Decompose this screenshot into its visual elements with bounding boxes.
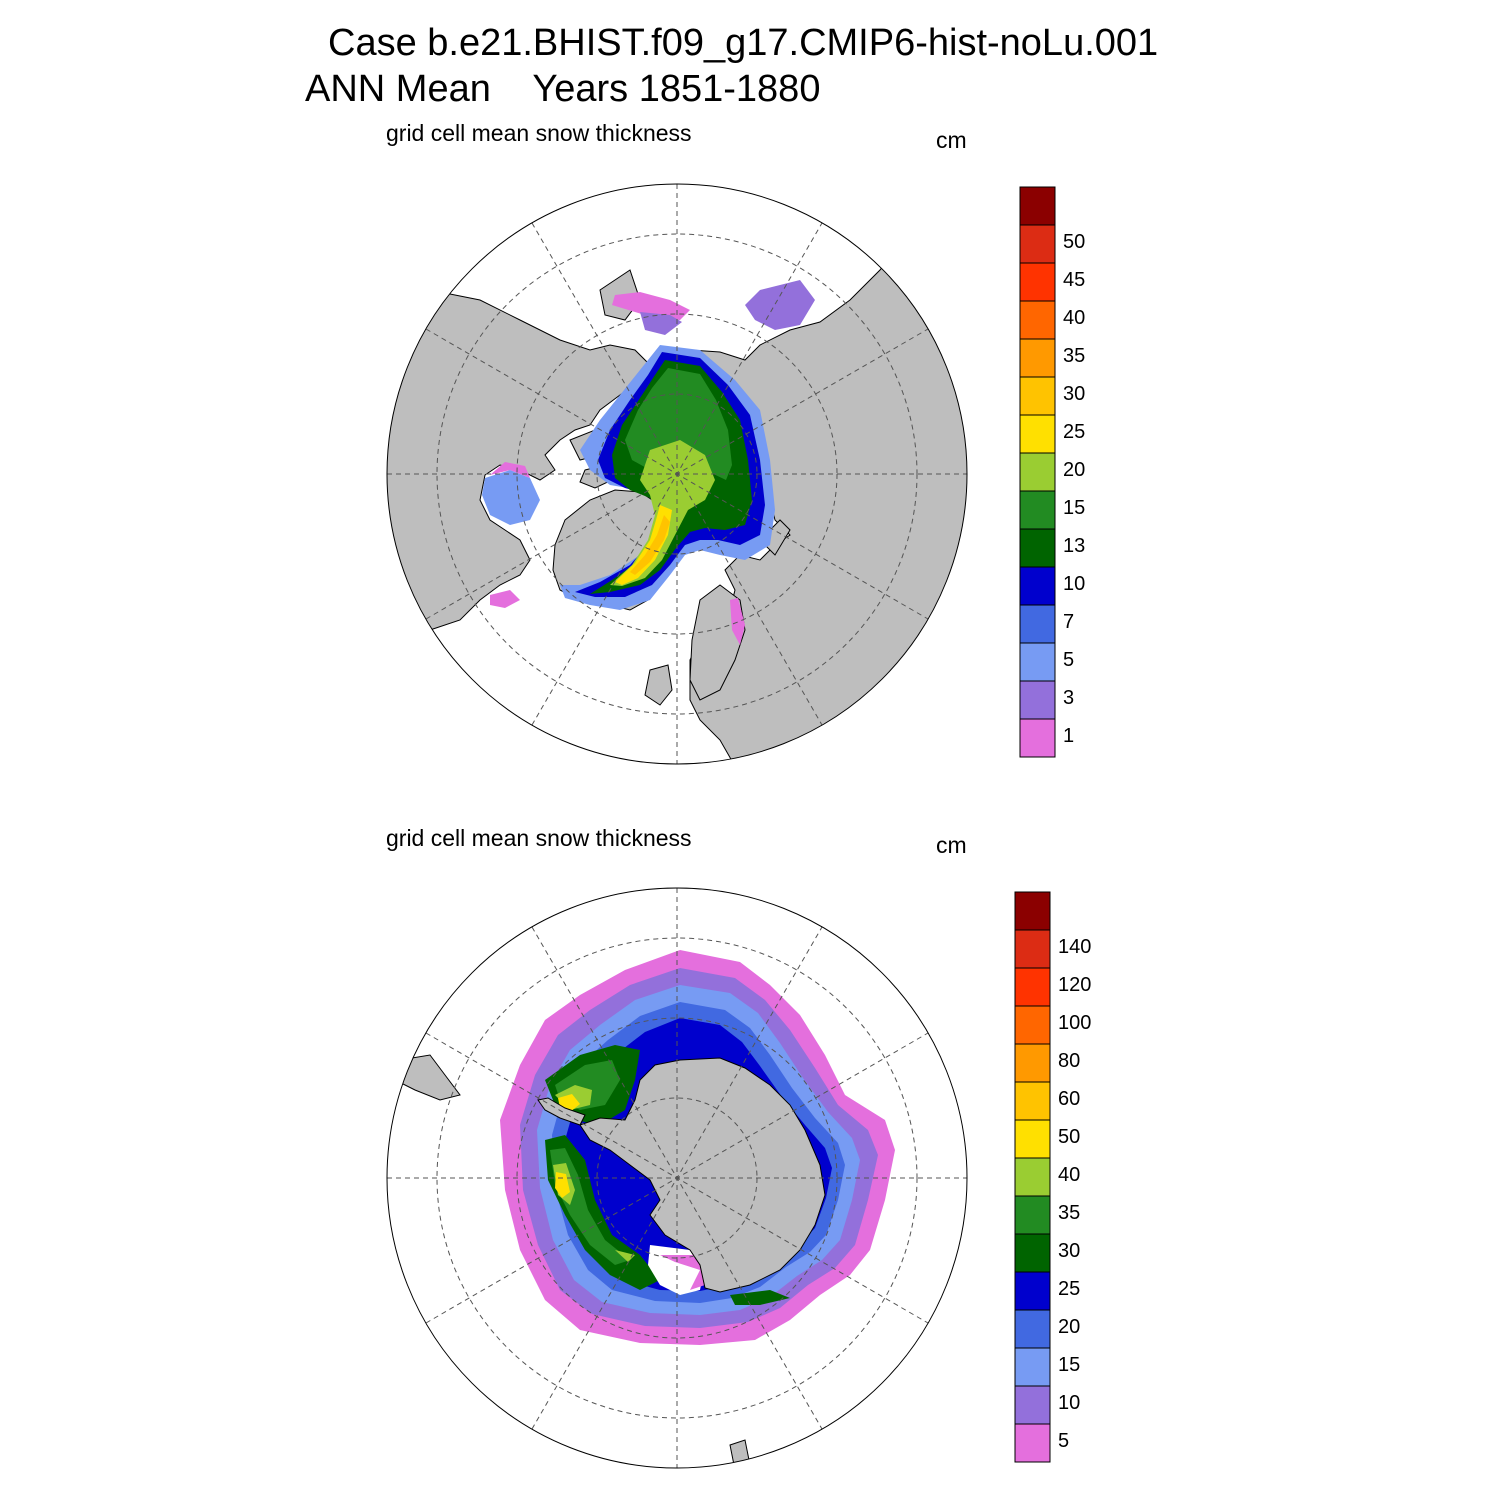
colorbar-box: [1019, 414, 1056, 454]
arctic-colorbar: [1019, 186, 1056, 758]
colorbar-box: [1014, 1309, 1051, 1349]
colorbar-box: [1019, 718, 1056, 758]
colorbar-tick-label: 13: [1063, 535, 1086, 557]
colorbar-box: [1014, 1347, 1051, 1387]
colorbar-tick-label: 100: [1058, 1012, 1092, 1034]
arctic-bering: [640, 312, 682, 335]
colorbar-tick-label: 120: [1058, 974, 1092, 996]
arctic-map-border: [386, 183, 968, 765]
colorbar-tick-label: 3: [1063, 687, 1075, 709]
antarctic-map: [386, 887, 968, 1469]
colorbar-box: [1019, 642, 1056, 682]
antarctic-east-30: [730, 1290, 790, 1305]
arctic-panel-label: grid cell mean snow thickness: [386, 120, 692, 146]
colorbar-tick-label: 40: [1063, 307, 1086, 329]
colorbar-box: [1014, 1081, 1051, 1121]
colorbar-box: [1014, 1423, 1051, 1463]
figure-title-case: Case b.e21.BHIST.f09_g17.CMIP6-hist-noLu…: [328, 22, 1159, 64]
colorbar-tick-label: 15: [1063, 497, 1086, 519]
colorbar-box: [1014, 1233, 1051, 1273]
antarctic-units: cm: [936, 832, 967, 858]
colorbar-box: [1019, 300, 1056, 340]
colorbar-box: [1014, 1043, 1051, 1083]
colorbar-tick-label: 35: [1058, 1202, 1081, 1224]
colorbar-tick-label: 50: [1063, 231, 1086, 253]
colorbar-box: [1019, 604, 1056, 644]
colorbar-tick-label: 20: [1058, 1316, 1081, 1338]
arctic-bering-edge: [612, 292, 690, 320]
colorbar-tick-label: 10: [1058, 1392, 1081, 1414]
colorbar-box: [1014, 1119, 1051, 1159]
colorbar-box: [1019, 490, 1056, 530]
arctic-labrador-edge: [490, 590, 520, 608]
arctic-snow-field: [482, 280, 815, 645]
colorbar-tick-label: 40: [1058, 1164, 1081, 1186]
colorbar-box: [1019, 262, 1056, 302]
antarctic-colorbar: [1014, 891, 1051, 1463]
arctic-hudson-edge: [490, 462, 530, 478]
antarctic-west-40: [553, 1163, 635, 1262]
colorbar-tick-label: 7: [1063, 611, 1075, 633]
colorbar-box: [1019, 186, 1056, 226]
colorbar-box: [1019, 224, 1056, 264]
colorbar-box: [1014, 891, 1051, 931]
colorbar-box: [1014, 1271, 1051, 1311]
colorbar-tick-label: 45: [1063, 269, 1086, 291]
colorbar-tick-label: 30: [1063, 383, 1086, 405]
colorbar-tick-label: 30: [1058, 1240, 1081, 1262]
colorbar-tick-label: 50: [1058, 1126, 1081, 1148]
colorbar-tick-label: 20: [1063, 459, 1086, 481]
colorbar-box: [1019, 528, 1056, 568]
colorbar-tick-label: 140: [1058, 936, 1092, 958]
arctic-hudson-bay: [482, 470, 540, 525]
colorbar-tick-label: 5: [1058, 1430, 1070, 1452]
colorbar-tick-label: 10: [1063, 573, 1086, 595]
figure-title-period: ANN Mean Years 1851-1880: [305, 68, 821, 110]
arctic-band-20: [615, 505, 672, 585]
arctic-baltic: [730, 598, 745, 645]
colorbar-tick-label: 25: [1063, 421, 1086, 443]
colorbar-box: [1019, 566, 1056, 606]
colorbar-box: [1014, 1195, 1051, 1235]
arctic-units: cm: [936, 127, 967, 153]
colorbar-box: [1019, 452, 1056, 492]
arctic-map: [386, 183, 968, 765]
colorbar-tick-label: 80: [1058, 1050, 1081, 1072]
colorbar-box: [1014, 967, 1051, 1007]
colorbar-tick-label: 1: [1063, 725, 1075, 747]
colorbar-box: [1019, 376, 1056, 416]
antarctic-graticule: [387, 888, 967, 1468]
colorbar-box: [1019, 680, 1056, 720]
colorbar-tick-label: 25: [1058, 1278, 1081, 1300]
colorbar-tick-label: 35: [1063, 345, 1086, 367]
arctic-okhotsk: [745, 280, 815, 330]
colorbar-tick-label: 15: [1058, 1354, 1081, 1376]
colorbar-box: [1014, 1005, 1051, 1045]
colorbar-box: [1014, 1157, 1051, 1197]
arctic-land-british-isles: [644, 664, 673, 706]
arctic-band-25: [630, 515, 670, 575]
antarctic-panel-label: grid cell mean snow thickness: [386, 825, 692, 851]
colorbar-tick-label: 60: [1058, 1088, 1081, 1110]
colorbar-box: [1019, 338, 1056, 378]
arctic-graticule: [387, 184, 967, 764]
antarctic-map-border: [386, 887, 968, 1469]
colorbar-tick-label: 5: [1063, 649, 1075, 671]
colorbar-box: [1014, 929, 1051, 969]
colorbar-box: [1014, 1385, 1051, 1425]
